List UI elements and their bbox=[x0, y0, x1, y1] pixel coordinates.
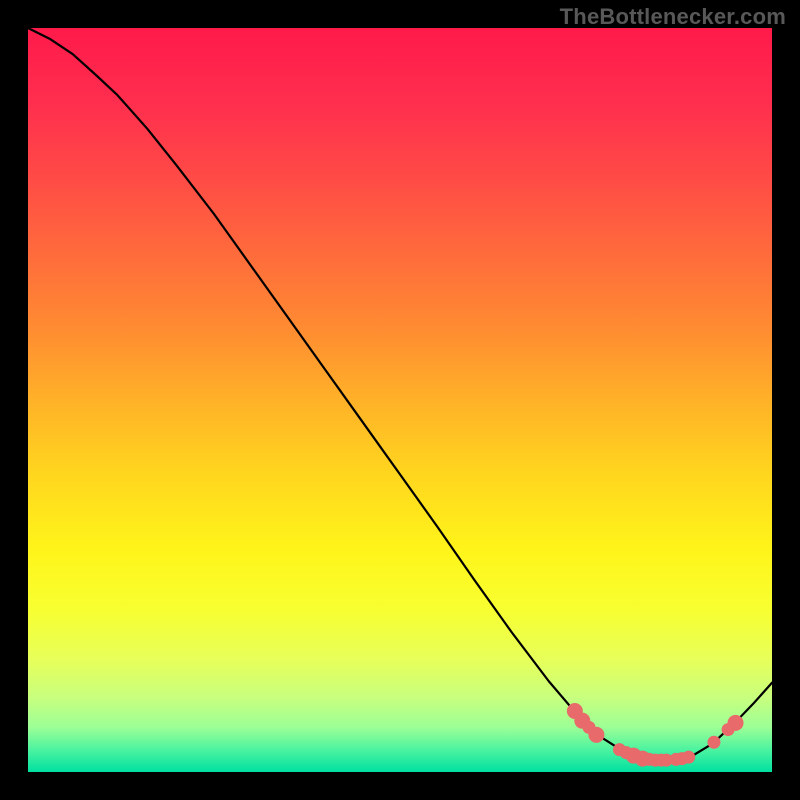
chart-frame: TheBottlenecker.com bbox=[0, 0, 800, 800]
gradient-background bbox=[28, 28, 772, 772]
watermark-text: TheBottlenecker.com bbox=[560, 4, 786, 30]
plot-area bbox=[28, 28, 772, 772]
